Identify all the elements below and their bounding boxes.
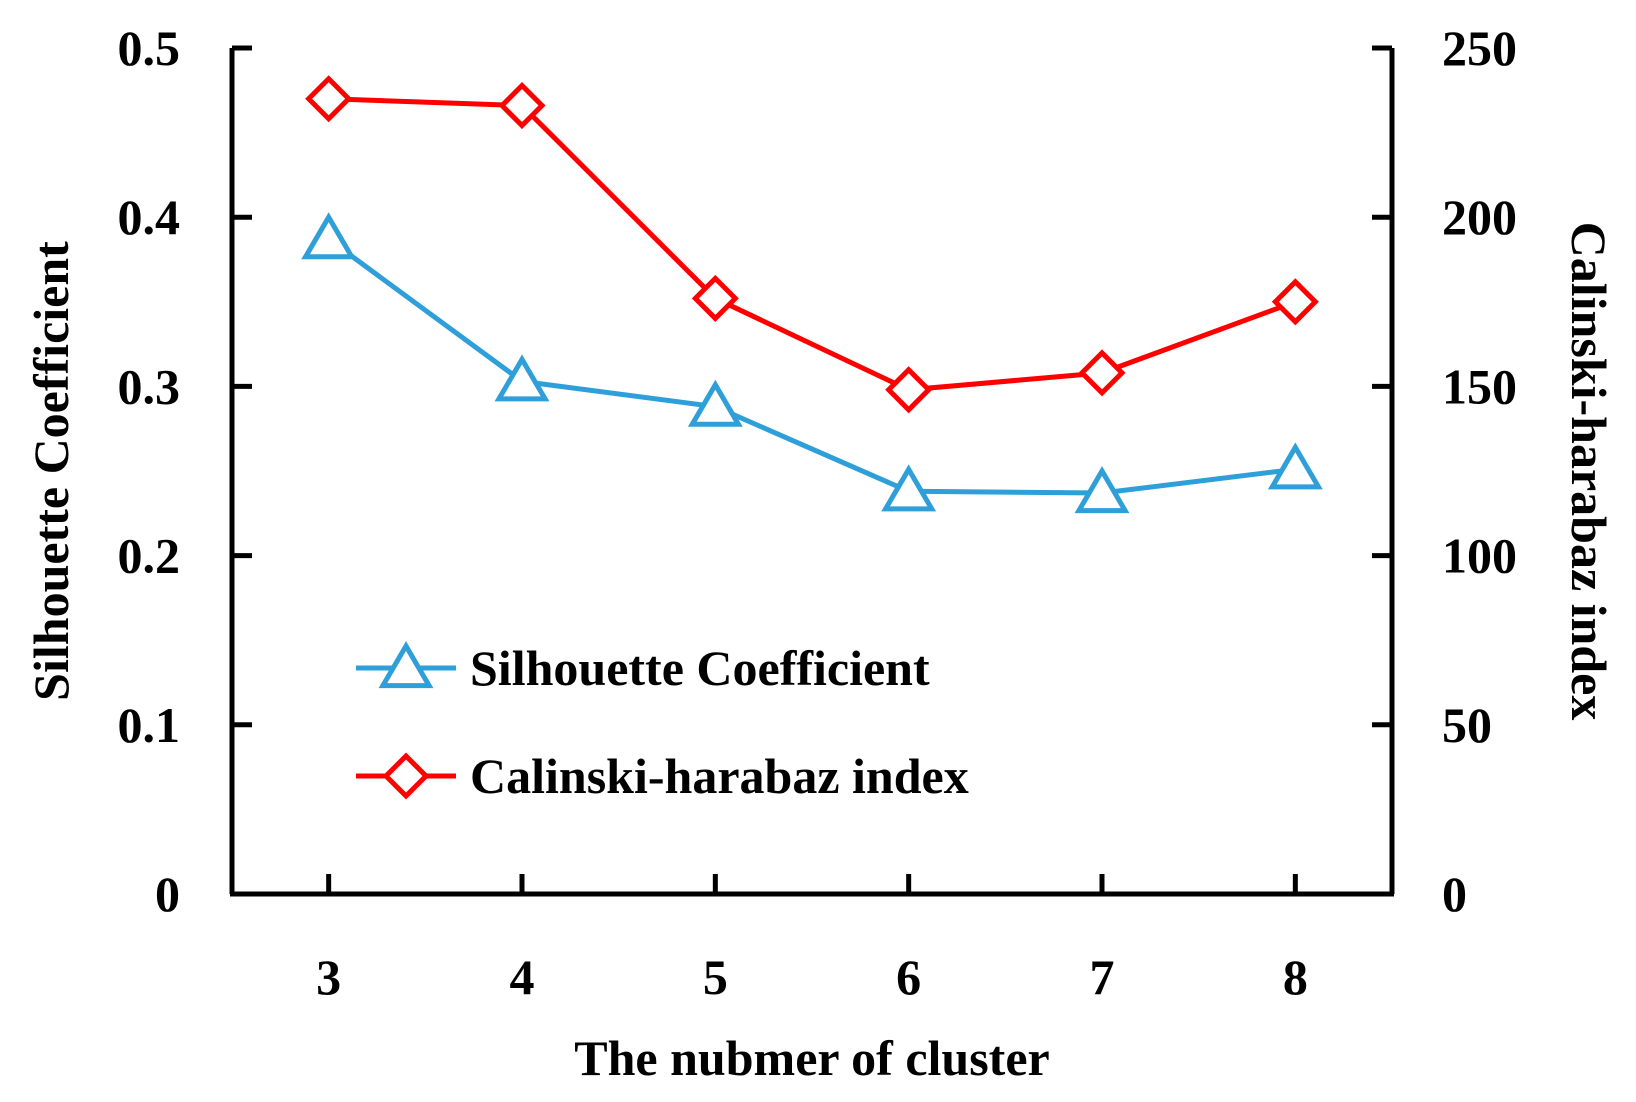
left-y-tick-label: 0 — [155, 866, 180, 922]
left-y-tick-label: 0.1 — [118, 697, 181, 753]
legend-marker — [378, 641, 434, 689]
data-point — [301, 212, 357, 260]
x-tick-label: 5 — [703, 949, 728, 1005]
data-point — [1271, 278, 1319, 326]
x-tick-label: 4 — [510, 949, 535, 1005]
legend-label: Calinski-harabaz index — [470, 748, 969, 804]
legend-label: Silhouette Coefficient — [470, 640, 930, 696]
data-point — [498, 81, 546, 130]
series-calinski — [305, 75, 1319, 414]
x-tick-label: 3 — [316, 949, 341, 1005]
left-y-tick-label: 0.2 — [118, 528, 181, 584]
right-y-tick-label: 50 — [1442, 697, 1492, 753]
data-point — [305, 75, 353, 123]
x-axis-title: The nubmer of cluster — [574, 1030, 1049, 1086]
legend: Silhouette Coefficient Calinski-harabaz i… — [356, 640, 969, 804]
left-y-axis-title: Silhouette Coefficient — [23, 241, 79, 701]
left-y-tick-label: 0.4 — [118, 189, 181, 245]
legend-item: Silhouette Coefficient — [356, 640, 930, 696]
axes: 0 0.1 0.2 0.3 0.4 0.5 0 50 100 150 200 250 3 4 5 6 7 8 — [118, 20, 1518, 1005]
right-y-tick-label: 200 — [1442, 189, 1517, 245]
left-y-tick-label: 0.3 — [118, 358, 181, 414]
legend-item: Calinski-harabaz index — [356, 748, 969, 804]
right-y-tick-label: 0 — [1442, 866, 1467, 922]
data-point — [885, 366, 933, 414]
x-tick-label: 7 — [1090, 949, 1115, 1005]
data-point — [881, 464, 937, 512]
right-y-tick-label: 150 — [1442, 358, 1517, 414]
legend-marker — [382, 752, 430, 800]
data-point — [494, 354, 550, 402]
right-y-tick-label: 250 — [1442, 20, 1517, 76]
data-point — [691, 274, 739, 322]
left-y-tick-label: 0.5 — [118, 20, 181, 76]
series-line — [328, 96, 1297, 393]
data-point — [1078, 349, 1126, 397]
series-line — [327, 237, 1296, 496]
series-silhouette — [301, 212, 1323, 514]
data-point — [1267, 442, 1323, 490]
right-y-tick-label: 100 — [1442, 528, 1517, 584]
data-point — [1074, 466, 1130, 514]
x-tick-label: 8 — [1283, 949, 1308, 1005]
data-point — [687, 379, 743, 427]
right-y-axis-title: Calinski-harabaz index — [1561, 222, 1617, 721]
x-tick-label: 6 — [896, 949, 921, 1005]
series-layer — [301, 75, 1323, 514]
